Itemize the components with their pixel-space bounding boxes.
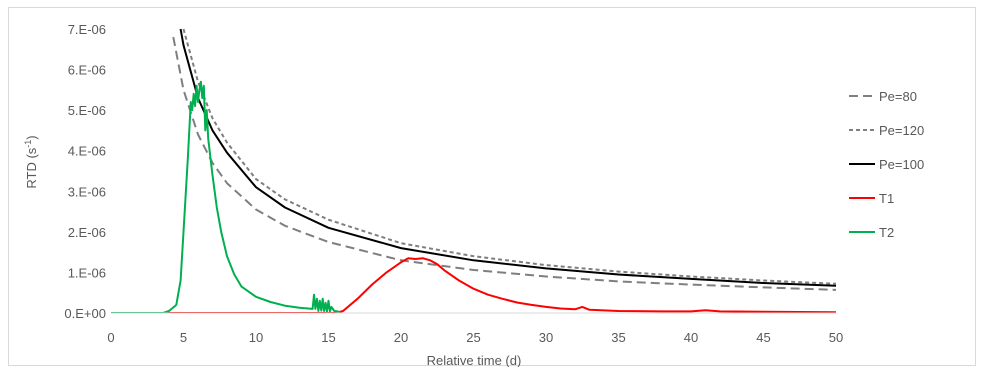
legend-label: Pe=120 xyxy=(879,123,924,138)
y-tick-label: 0.E+00 xyxy=(64,306,106,321)
y-tick-label: 2.E-06 xyxy=(68,225,106,240)
x-tick-label: 35 xyxy=(611,330,625,345)
series-layer xyxy=(111,28,836,313)
series-line-t2 xyxy=(111,80,341,313)
legend-label: T2 xyxy=(879,225,894,240)
x-tick-label: 0 xyxy=(107,330,114,345)
y-tick-labels: 0.E+00 1.E-06 2.E-06 3.E-06 4.E-06 5.E-06 6.E-… xyxy=(64,22,106,321)
chart-frame: 0 5 10 15 20 25 30 35 40 45 50 0.E+00 1.E-06 2.E-06 3… xyxy=(8,7,976,367)
y-axis-title-superscript: -1 xyxy=(23,140,33,148)
x-tick-label: 30 xyxy=(539,330,553,345)
legend: Pe=80 Pe=120 Pe=100 T1 T2 xyxy=(849,89,924,240)
rtd-line-chart: 0 5 10 15 20 25 30 35 40 45 50 0.E+00 1.E-06 2.E-06 3… xyxy=(23,22,924,367)
y-axis-title-close: ) xyxy=(24,135,39,139)
x-tick-label: 5 xyxy=(180,330,187,345)
y-tick-label: 7.E-06 xyxy=(68,22,106,37)
x-tick-label: 45 xyxy=(756,330,770,345)
y-axis-title-main: RTD (s xyxy=(24,147,39,188)
series-line-pe-120 xyxy=(182,28,836,285)
x-tick-label: 50 xyxy=(829,330,843,345)
y-tick-label: 1.E-06 xyxy=(68,265,106,280)
x-tick-label: 25 xyxy=(466,330,480,345)
x-tick-label: 10 xyxy=(249,330,263,345)
y-tick-label: 6.E-06 xyxy=(68,63,106,78)
series-line-pe-80 xyxy=(172,36,836,291)
x-tick-labels: 0 5 10 15 20 25 30 35 40 45 50 xyxy=(107,330,843,345)
y-tick-label: 3.E-06 xyxy=(68,184,106,199)
x-axis-title: Relative time (d) xyxy=(427,353,522,367)
y-tick-label: 5.E-06 xyxy=(68,103,106,118)
x-tick-label: 15 xyxy=(321,330,335,345)
legend-label: Pe=80 xyxy=(879,89,917,104)
series-line-t1 xyxy=(111,257,836,313)
legend-label: Pe=100 xyxy=(879,157,924,172)
legend-label: T1 xyxy=(879,191,894,206)
series-line-pe-100 xyxy=(179,28,836,287)
x-tick-label: 40 xyxy=(684,330,698,345)
x-tick-label: 20 xyxy=(394,330,408,345)
y-tick-label: 4.E-06 xyxy=(68,144,106,159)
y-axis-title: RTD (s-1) xyxy=(23,135,39,188)
